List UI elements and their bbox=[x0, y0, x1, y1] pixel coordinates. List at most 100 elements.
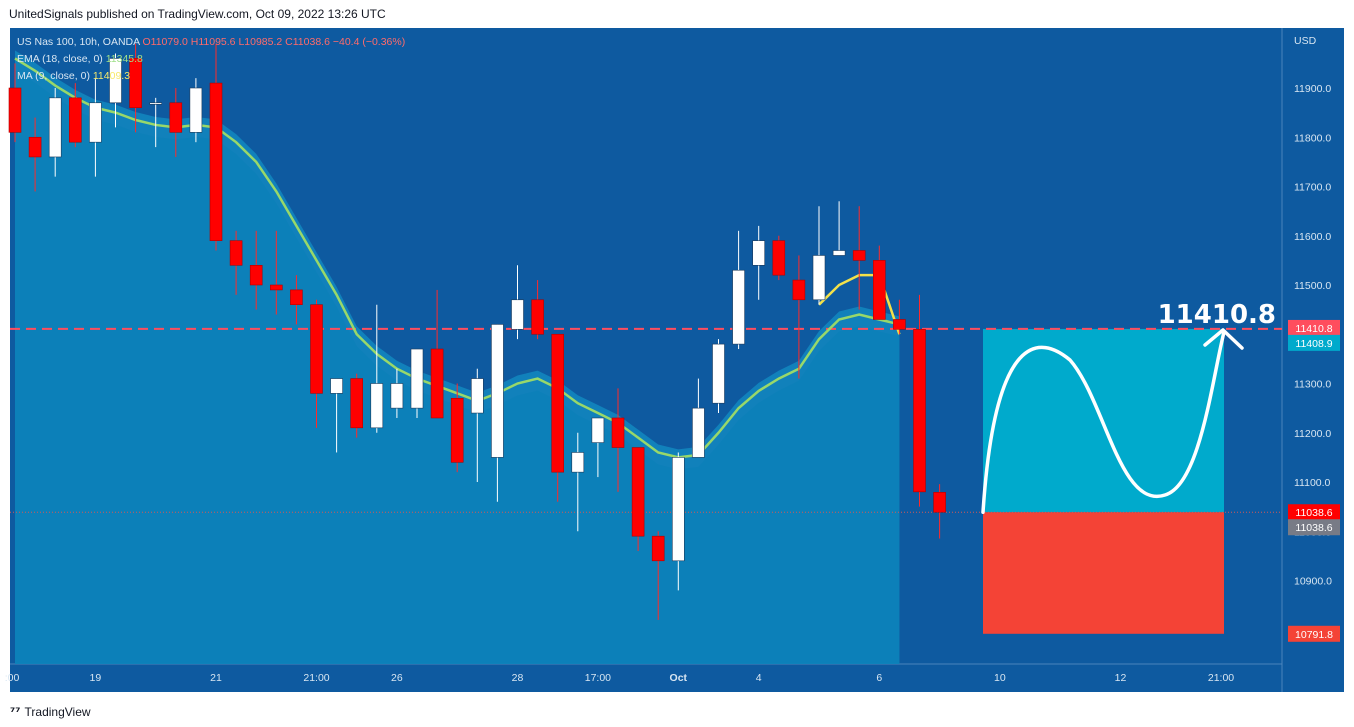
ema-label: EMA (18, close, 0) bbox=[17, 53, 103, 65]
price-label-text: 11038.6 bbox=[1295, 522, 1332, 534]
ema-value: 11345.8 bbox=[105, 53, 143, 65]
candle-body[interactable] bbox=[531, 299, 544, 335]
close-value: C11038.6 bbox=[285, 36, 330, 48]
y-tick-label: 11500.0 bbox=[1294, 280, 1331, 292]
candle-body[interactable] bbox=[913, 329, 926, 493]
candle-body[interactable] bbox=[470, 378, 484, 414]
candle-body[interactable] bbox=[69, 97, 82, 143]
candle-body[interactable] bbox=[732, 269, 745, 345]
ma-legend-row[interactable]: MA (9, close, 0) 11409.3 bbox=[17, 68, 405, 85]
candle-body[interactable] bbox=[310, 304, 323, 394]
y-tick-label: 11200.0 bbox=[1294, 428, 1331, 440]
candle-body[interactable] bbox=[229, 240, 243, 266]
candle-body[interactable] bbox=[772, 240, 786, 276]
candle-body[interactable] bbox=[551, 333, 565, 473]
open-value: O11079.0 bbox=[142, 36, 188, 48]
x-tick-label: 4 bbox=[756, 672, 762, 684]
x-tick-label: 19 bbox=[90, 672, 102, 684]
y-tick-label: 11300.0 bbox=[1294, 379, 1331, 391]
candle-body[interactable] bbox=[430, 348, 444, 419]
x-tick-label: :00 bbox=[5, 672, 20, 684]
stop-zone[interactable] bbox=[983, 512, 1224, 634]
candle-body[interactable] bbox=[8, 87, 22, 133]
y-tick-label: 11900.0 bbox=[1294, 83, 1331, 95]
candle-body[interactable] bbox=[692, 407, 705, 458]
candle-body[interactable] bbox=[893, 319, 906, 330]
tradingview-logo-icon: ⁷⁷ bbox=[10, 705, 21, 719]
candle-body[interactable] bbox=[852, 250, 866, 261]
ma-value: 11409.3 bbox=[92, 70, 131, 82]
candle-body[interactable] bbox=[370, 383, 384, 429]
candle-body[interactable] bbox=[812, 255, 826, 301]
x-tick-label: 12 bbox=[1115, 672, 1127, 684]
brand-name: TradingView bbox=[24, 705, 91, 719]
high-value: H11095.6 bbox=[190, 36, 236, 48]
candle-body[interactable] bbox=[209, 82, 223, 241]
x-tick-label: Oct bbox=[670, 672, 688, 684]
candle-body[interactable] bbox=[249, 264, 263, 286]
candle-body[interactable] bbox=[671, 457, 685, 562]
ma-label: MA (9, close, 0) bbox=[17, 70, 90, 82]
candle-body[interactable] bbox=[28, 136, 42, 158]
projected-wave-path[interactable] bbox=[981, 330, 1226, 514]
candle-body[interactable] bbox=[149, 102, 162, 105]
candle-body[interactable] bbox=[933, 492, 946, 513]
y-tick-label: 11800.0 bbox=[1294, 132, 1331, 144]
candle-body[interactable] bbox=[189, 87, 203, 133]
x-tick-label: 21 bbox=[210, 672, 222, 684]
candle-body[interactable] bbox=[591, 417, 605, 443]
candle-body[interactable] bbox=[712, 343, 725, 404]
candle-body[interactable] bbox=[48, 97, 62, 158]
candle-body[interactable] bbox=[611, 417, 625, 448]
candle-body[interactable] bbox=[631, 447, 645, 537]
candle-body[interactable] bbox=[511, 299, 524, 330]
x-tick-label: 28 bbox=[512, 672, 524, 684]
x-tick-label: 6 bbox=[876, 672, 882, 684]
y-tick-label: 11700.0 bbox=[1294, 182, 1331, 194]
publisher-header: UnitedSignals published on TradingView.c… bbox=[0, 0, 1354, 28]
candle-body[interactable] bbox=[390, 383, 404, 409]
price-label-tag bbox=[1288, 519, 1340, 536]
y-tick-label: 11600.0 bbox=[1294, 231, 1331, 243]
candle-body[interactable] bbox=[752, 240, 766, 266]
candle-body[interactable] bbox=[89, 102, 102, 143]
ema-legend-row[interactable]: EMA (18, close, 0) 11345.8 bbox=[17, 51, 405, 68]
candle-body[interactable] bbox=[109, 58, 122, 104]
x-tick-label: 21:00 bbox=[1208, 672, 1234, 684]
price-label-tag bbox=[1288, 504, 1340, 521]
candle-body[interactable] bbox=[129, 58, 142, 109]
price-label-text: 11038.6 bbox=[1295, 507, 1332, 519]
chart-legend: US Nas 100, 10h, OANDA O11079.0 H11095.6… bbox=[17, 34, 405, 85]
currency-label: USD bbox=[1294, 35, 1317, 47]
candle-body[interactable] bbox=[571, 452, 585, 473]
x-tick-label: 17:00 bbox=[585, 672, 611, 684]
symbol-label[interactable]: US Nas 100, 10h, OANDA bbox=[17, 36, 140, 48]
symbol-legend-row: US Nas 100, 10h, OANDA O11079.0 H11095.6… bbox=[17, 34, 405, 51]
low-value: L10985.2 bbox=[238, 36, 283, 48]
candle-body[interactable] bbox=[290, 289, 303, 305]
x-tick-label: 26 bbox=[391, 672, 403, 684]
candle-body[interactable] bbox=[450, 397, 464, 463]
candle-body[interactable] bbox=[410, 348, 424, 409]
x-tick-label: 21:00 bbox=[303, 672, 329, 684]
price-label-text: 11410.8 bbox=[1295, 323, 1332, 335]
candle-body[interactable] bbox=[169, 102, 183, 133]
candle-body[interactable] bbox=[832, 250, 846, 256]
shaded-band-inner bbox=[15, 70, 900, 664]
candle-body[interactable] bbox=[350, 378, 364, 429]
candle-body[interactable] bbox=[269, 284, 283, 291]
price-label-tag bbox=[1288, 334, 1340, 351]
candle-body[interactable] bbox=[330, 378, 343, 394]
price-label-text: 11408.9 bbox=[1295, 338, 1332, 350]
footer-bar bbox=[0, 694, 1354, 727]
price-label-tag bbox=[1288, 625, 1340, 642]
candlestick-chart[interactable]: 11900.011800.011700.011600.011500.011400… bbox=[0, 0, 1354, 694]
candle-body[interactable] bbox=[792, 279, 806, 301]
tradingview-branding[interactable]: ⁷⁷ TradingView bbox=[10, 705, 91, 719]
candle-body[interactable] bbox=[491, 324, 504, 458]
candle-body[interactable] bbox=[872, 260, 886, 320]
price-label-tag bbox=[1288, 319, 1340, 336]
projection-arrow-icon bbox=[1203, 328, 1244, 350]
publisher-line: UnitedSignals published on TradingView.c… bbox=[9, 7, 386, 21]
candle-body[interactable] bbox=[651, 535, 665, 562]
